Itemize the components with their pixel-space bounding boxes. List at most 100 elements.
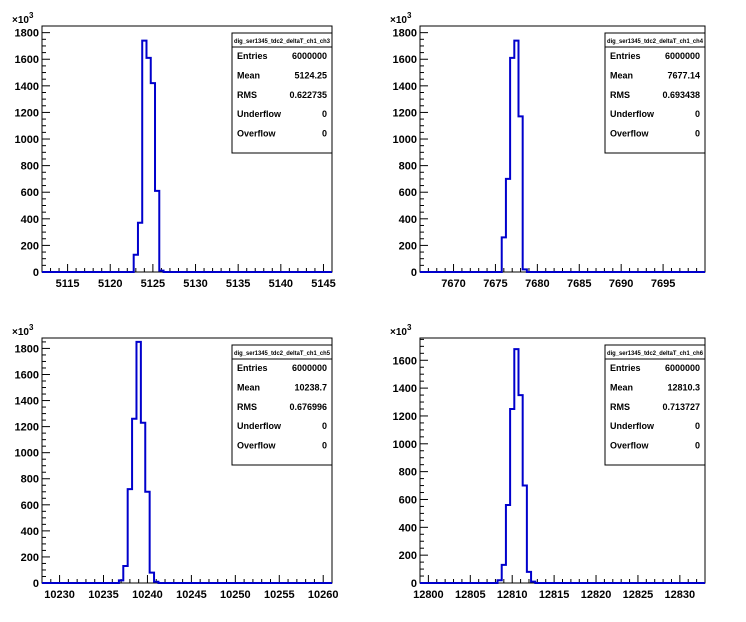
x-tick-label: 7670 (441, 278, 465, 290)
x-tick-label: 10235 (88, 589, 119, 601)
stats-value: 0 (695, 129, 700, 139)
histogram-pad-4: 0 200 400 600 800 1000 1200 1400 1600 12800 12805 1… (390, 323, 706, 601)
y-tick-label: 800 (399, 161, 417, 173)
x-tick-label: 10260 (308, 589, 339, 601)
y-tick-label: 1400 (15, 81, 39, 93)
y-exponent-label: ×103 (390, 11, 412, 26)
x-tick-label: 12805 (455, 589, 486, 601)
y-tick-label: 1200 (15, 422, 39, 434)
y-tick-label: 600 (21, 187, 39, 199)
stats-value: 5124.25 (294, 70, 327, 80)
x-tick-label: 7695 (651, 278, 675, 290)
stats-box (604, 32, 706, 154)
stats-label: Underflow (610, 421, 655, 431)
stats-label: Entries (610, 363, 641, 373)
stats-label: Overflow (610, 129, 650, 139)
y-tick-label: 600 (399, 187, 417, 199)
x-tick-label: 7680 (525, 278, 549, 290)
y-exponent-base: ×10 (390, 15, 407, 26)
x-tick-label: 5125 (141, 278, 165, 290)
stats-label: Overflow (237, 441, 277, 451)
y-exponent-label: ×103 (12, 11, 34, 26)
stats-label: Underflow (610, 109, 655, 119)
histogram-series-line (42, 340, 332, 584)
y-tick-label: 400 (399, 522, 417, 534)
stats-value: 0 (322, 109, 327, 119)
y-tick-label: 200 (21, 552, 39, 564)
y-tick-label: 1000 (393, 134, 417, 146)
stats-value: 0 (322, 441, 327, 451)
y-exponent-power: 3 (407, 11, 412, 20)
stats-title: dig_ser1345_tdc2_deltaT_ch1_ch5 (234, 351, 331, 357)
stats-value: 6000000 (292, 51, 327, 61)
y-tick-label: 1800 (393, 28, 417, 40)
y-tick-label: 0 (33, 267, 39, 279)
stats-label: Mean (237, 70, 260, 80)
x-tick-label: 5140 (269, 278, 293, 290)
x-tick-label: 10230 (44, 589, 75, 601)
x-tick-label: 10250 (220, 589, 251, 601)
stats-value: 6000000 (665, 363, 700, 373)
x-tick-label: 12830 (665, 589, 696, 601)
histogram-series-line (42, 39, 332, 273)
y-tick-label: 800 (21, 474, 39, 486)
stats-box (231, 32, 333, 154)
y-tick-label: 1200 (393, 107, 417, 119)
x-tick-label: 12800 (413, 589, 444, 601)
stats-value: 0.713727 (662, 402, 700, 412)
stats-label: Entries (237, 51, 268, 61)
x-tick-label: 5115 (56, 278, 80, 290)
y-tick-label: 0 (411, 578, 417, 590)
y-tick-label: 1400 (393, 81, 417, 93)
y-tick-label: 1600 (15, 54, 39, 66)
y-tick-label: 600 (399, 494, 417, 506)
stats-value: 12810.3 (667, 382, 700, 392)
stats-label: RMS (237, 90, 257, 100)
y-tick-label: 1800 (15, 28, 39, 40)
stats-value: 7677.14 (667, 70, 700, 80)
x-tick-label: 5130 (183, 278, 207, 290)
stats-title: dig_ser1345_tdc2_deltaT_ch1_ch4 (607, 39, 704, 45)
x-tick-label: 10245 (176, 589, 207, 601)
x-tick-label: 12820 (581, 589, 612, 601)
y-tick-label: 200 (21, 240, 39, 252)
stats-value: 0 (695, 109, 700, 119)
stats-label: Mean (237, 382, 260, 392)
stats-value: 0 (695, 441, 700, 451)
stats-label: Overflow (610, 441, 650, 451)
y-tick-label: 200 (399, 550, 417, 562)
y-tick-label: 800 (399, 467, 417, 479)
y-tick-label: 1000 (15, 448, 39, 460)
y-tick-label: 1000 (15, 134, 39, 146)
histogram-pad-1: 0 200 400 600 800 1000 1200 1400 1600 1800 5115 512… (12, 11, 336, 290)
y-exponent-base: ×10 (390, 327, 407, 338)
y-exponent-power: 3 (407, 323, 412, 332)
stats-value: 0.622735 (289, 90, 327, 100)
x-tick-label: 7685 (567, 278, 591, 290)
stats-value: 6000000 (665, 51, 700, 61)
y-exponent-power: 3 (29, 11, 34, 20)
y-tick-label: 1000 (393, 439, 417, 451)
stats-value: 0 (322, 129, 327, 139)
stats-label: Overflow (237, 129, 277, 139)
y-exponent-power: 3 (29, 323, 34, 332)
stats-value: 0 (322, 421, 327, 431)
stats-box (231, 344, 333, 466)
y-tick-label: 400 (399, 214, 417, 226)
x-tick-label: 10240 (132, 589, 163, 601)
x-tick-label: 5135 (226, 278, 250, 290)
stats-label: RMS (610, 90, 630, 100)
x-tick-label: 10255 (264, 589, 295, 601)
histogram-pad-2: 0 200 400 600 800 1000 1200 1400 1600 1800 7670 767… (390, 11, 706, 290)
stats-value: 0.676996 (289, 402, 327, 412)
y-tick-label: 600 (21, 500, 39, 512)
stats-title: dig_ser1345_tdc2_deltaT_ch1_ch6 (607, 351, 704, 357)
stats-label: RMS (237, 402, 257, 412)
stats-label: RMS (610, 402, 630, 412)
stats-value: 10238.7 (294, 382, 327, 392)
x-tick-label: 5145 (311, 278, 335, 290)
histogram-series-line (420, 348, 705, 584)
y-exponent-label: ×103 (390, 323, 412, 338)
y-tick-label: 1400 (15, 396, 39, 408)
